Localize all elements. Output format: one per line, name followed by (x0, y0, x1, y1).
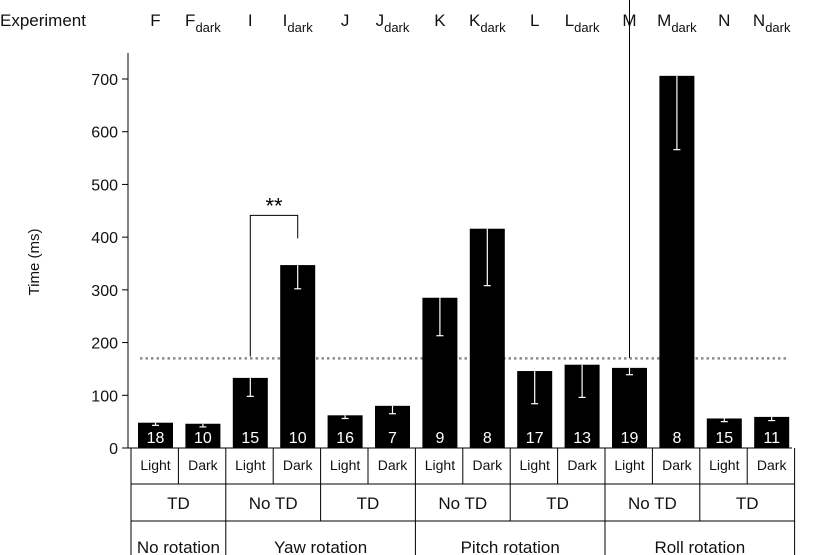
sample-size-label: 8 (672, 430, 681, 447)
condition-label: Dark (662, 457, 693, 473)
y-tick-label: 100 (91, 388, 118, 405)
experiment-label: J (341, 11, 350, 30)
bar (754, 416, 790, 448)
sample-size-label: 9 (435, 430, 444, 447)
experiment-label: Kdark (469, 11, 506, 35)
experiment-label: F (150, 11, 160, 30)
significance-markers: **** (249, 0, 630, 359)
condition-table: Light Dark Light Dark Light Dark Light Dark Ligh… (130, 448, 796, 555)
condition-label: Dark (473, 457, 504, 473)
sample-size-label: 10 (289, 430, 307, 447)
td-group-label: No TD (628, 494, 677, 513)
bar (612, 367, 647, 448)
condition-label: Light (235, 457, 265, 473)
rotation-group-label: Roll rotation (654, 538, 745, 555)
td-group-label: No TD (438, 494, 487, 513)
bar (138, 422, 173, 448)
experiment-label: Idark (283, 11, 314, 35)
sample-size-label: 17 (526, 430, 544, 447)
sample-size-label: 13 (573, 430, 591, 447)
condition-label: Light (709, 457, 739, 473)
significance-bracket (249, 214, 299, 357)
condition-label: Light (614, 457, 644, 473)
y-tick-label: 400 (91, 230, 118, 247)
experiment-label: Ldark (565, 11, 600, 35)
sample-size-label: 15 (715, 430, 733, 447)
condition-label: Dark (757, 457, 788, 473)
experiment-label-row: Experiment F Fdark I Idark J Jdark K Kdark L Ldar… (0, 11, 791, 35)
bar (280, 265, 316, 448)
sample-size-label: 15 (241, 430, 259, 447)
sample-size-label: 8 (483, 430, 492, 447)
experiment-label: Ndark (753, 11, 791, 35)
bar (706, 418, 742, 448)
y-tick-label: 200 (91, 336, 118, 353)
sample-size-label: 7 (388, 430, 397, 447)
condition-label: Light (425, 457, 455, 473)
condition-label: Light (140, 457, 170, 473)
rotation-group-label: Yaw rotation (274, 538, 367, 555)
bar (327, 415, 363, 448)
condition-label: Light (330, 457, 360, 473)
td-group-label: TD (736, 494, 759, 513)
td-group-label: No TD (249, 494, 298, 513)
y-axis-title: Time (ms) (26, 229, 43, 296)
y-tick-label: 600 (91, 125, 118, 142)
sample-size-label: 10 (194, 430, 212, 447)
experiment-label: L (530, 11, 539, 30)
td-group-label: TD (357, 494, 380, 513)
experiment-label: Jdark (376, 11, 410, 35)
condition-label: Dark (567, 457, 598, 473)
sample-size-label: 19 (621, 430, 639, 447)
condition-label: Dark (378, 457, 409, 473)
significance-label: ** (265, 193, 283, 218)
experiment-label: K (434, 11, 446, 30)
sample-size-label: 11 (763, 430, 780, 447)
rotation-group-label: Pitch rotation (461, 538, 560, 555)
experiment-row-title: Experiment (0, 11, 86, 30)
experiment-label: Fdark (185, 11, 221, 35)
bars: 18 10 15 10 16 7 9 8 17 13 19 8 15 11 (138, 75, 790, 448)
condition-label: Light (520, 457, 550, 473)
rotation-group-label: No rotation (137, 538, 220, 555)
y-tick-label: 0 (109, 441, 118, 458)
y-tick-label: 300 (91, 283, 118, 300)
experiment-label: Mdark (657, 11, 697, 35)
y-tick-label: 500 (91, 177, 118, 194)
experiment-label: N (718, 11, 730, 30)
sample-size-label: 16 (336, 430, 354, 447)
td-group-label: TD (546, 494, 569, 513)
condition-label: Dark (283, 457, 314, 473)
condition-label: Dark (188, 457, 219, 473)
td-group-label: TD (167, 494, 190, 513)
experiment-label: I (248, 11, 253, 30)
bar (185, 423, 221, 448)
sample-size-label: 18 (147, 430, 165, 447)
y-tick-label: 700 (91, 72, 118, 89)
significance-bracket (629, 0, 630, 359)
y-axis-ticks: 0 100 200 300 400 500 600 700 (91, 72, 128, 458)
